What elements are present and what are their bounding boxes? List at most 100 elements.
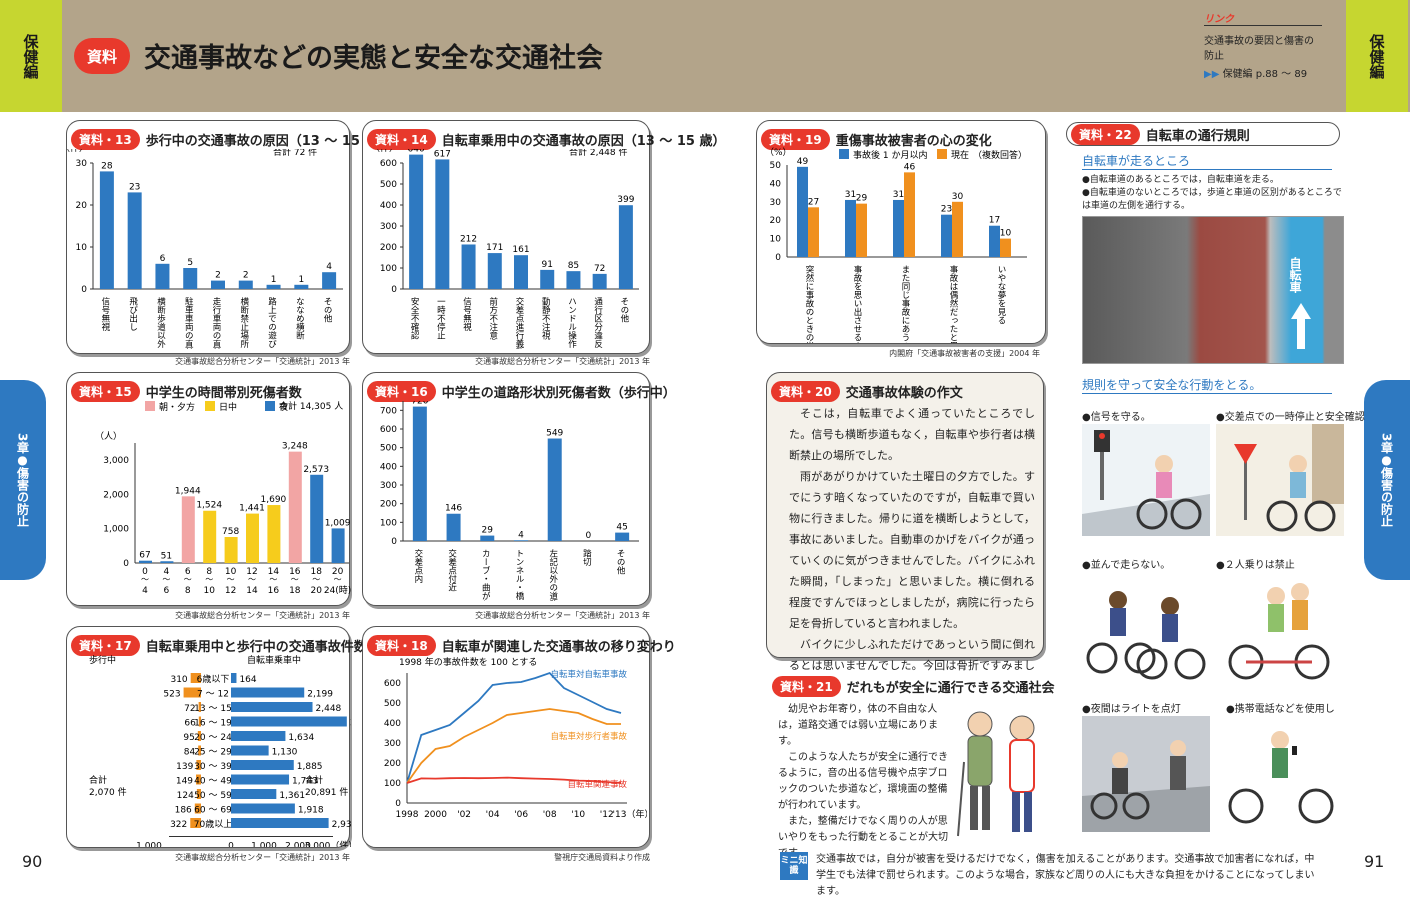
y-tick: 10 <box>770 235 782 245</box>
panel-number: 資料・20 <box>771 380 840 402</box>
bar <box>566 271 581 289</box>
bar-pedestrian <box>196 774 201 785</box>
data-label-left: 95 <box>183 733 194 743</box>
left-head: 歩行中 <box>89 654 116 666</box>
y-tick: 400 <box>384 719 401 729</box>
data-label: 2 <box>243 271 249 281</box>
bar-pedestrian <box>197 731 201 741</box>
bar <box>989 225 1000 257</box>
data-label: 91 <box>541 260 552 270</box>
data-label: 45 <box>616 523 627 533</box>
data-label: 23 <box>129 182 140 192</box>
data-label-left: 124 <box>177 791 194 801</box>
section-tab-left: 保健編 <box>0 0 62 112</box>
bar <box>592 273 607 289</box>
x-tick-bottom: 10 <box>203 586 215 596</box>
data-label: 2,573 <box>303 465 329 475</box>
bar <box>856 203 867 257</box>
bar <box>514 540 528 541</box>
category-label: その他 <box>322 297 332 323</box>
bar <box>952 201 963 257</box>
x-tick-bottom: 12 <box>225 586 236 596</box>
data-label: 3,248 <box>282 442 308 452</box>
x-tick-top: 12 <box>246 567 257 577</box>
x-tick-bottom: 18 <box>289 586 301 596</box>
right-total: 20,891 件 <box>305 786 348 798</box>
x-tick-top: 6 <box>185 567 191 577</box>
arrow-icon: ▶▶ <box>1204 69 1223 80</box>
data-label: 1,944 <box>175 486 201 496</box>
data-label: 1 <box>271 275 277 285</box>
x-tick-sep: 〜 <box>184 575 192 584</box>
illustration-phone <box>1216 716 1344 832</box>
panel-title: 自転車乗用中の交通事故の原因（13 〜 15 歳） <box>441 133 726 149</box>
source-19: 内閣府「交通事故被害者の支援」2004 年 <box>889 349 1040 358</box>
category-label: 事故は偶然だったと思う <box>948 264 958 343</box>
data-label-left: 139 <box>176 762 193 772</box>
bike-lane-photo: 自転車 <box>1082 216 1344 364</box>
bar <box>246 513 259 563</box>
y-tick: 500 <box>380 180 397 190</box>
bar <box>203 510 217 563</box>
panel-title: 自転車乗用中と歩行中の交通事故件数 <box>145 639 367 655</box>
series-label: 自転車関連事故 <box>567 779 627 790</box>
data-label: 161 <box>512 245 529 255</box>
legend-swatch <box>145 401 155 411</box>
x-tick-sep: 〜 <box>141 575 149 584</box>
y-tick: 0 <box>395 799 401 809</box>
x-tick: '04 <box>486 810 500 820</box>
legend-label: 事故後 1 か月以内 <box>853 149 927 161</box>
bar <box>181 496 195 563</box>
page-number-right: 91 <box>1364 852 1385 871</box>
unit-label: （人） <box>95 431 122 442</box>
series-line <box>406 776 622 784</box>
data-label: 617 <box>434 149 451 159</box>
bar <box>487 253 502 289</box>
panel-18: 資料・18 自転車が関連した交通事故の移り変わり 1998 年の事故件数を 100… <box>362 626 676 848</box>
data-label-right: 2,448 <box>316 704 342 714</box>
bar-bicycle <box>231 760 294 770</box>
bar-pedestrian <box>198 745 201 756</box>
bar-bicycle <box>231 702 313 712</box>
age-label: 6歳以下 <box>197 673 230 685</box>
panel-number: 資料・13 <box>71 128 140 150</box>
bar-pedestrian <box>198 716 201 727</box>
mini-knowledge-icon: ミニ知識 <box>780 852 808 880</box>
chapter-tab-left: 3章 ●傷害の防止 <box>0 380 46 580</box>
x-tick: 2,000 <box>285 842 311 848</box>
x-tick: '10 <box>571 810 585 820</box>
page-header: 保健編 保健編 資料 交通事故などの実態と安全な交通社会 リンク 交通事故の要因… <box>0 0 1410 112</box>
category-label: いやな夢を見る <box>996 265 1006 325</box>
bar-pedestrian <box>196 760 201 770</box>
x-tick-bottom: 14 <box>246 586 258 596</box>
x-tick: 2000 <box>424 810 447 820</box>
bar-bicycle <box>231 774 290 785</box>
x-tick-sep: 〜 <box>227 575 235 584</box>
material-badge: 資料 <box>74 38 130 74</box>
data-label-right: 164 <box>239 675 256 685</box>
bar <box>310 474 324 563</box>
caption-stop: ●交差点での一時停止と安全確認 <box>1216 412 1365 423</box>
link-ref[interactable]: ▶▶ 保健編 p.88 〜 89 <box>1204 69 1308 80</box>
age-label: 13 〜 15 <box>194 704 232 714</box>
category-label: 走行車両の直前後の横断 <box>211 297 221 349</box>
p22-bullet: ●自転車道のないところでは，歩道と車道の区別があるところでは車道の左側を通行する… <box>1082 188 1342 211</box>
left-total: 合計 <box>89 774 107 786</box>
y-tick: 200 <box>380 243 397 253</box>
panel-number: 資料・18 <box>367 634 436 656</box>
right-total: 合計 <box>305 774 323 786</box>
data-label: 67 <box>139 551 150 561</box>
x-tick-sep: 〜 <box>162 575 170 584</box>
data-label-left: 149 <box>176 777 193 787</box>
data-label: 28 <box>101 161 113 171</box>
category-label: 信号無視 <box>462 296 472 332</box>
source-18: 警視庁交通局資料より作成 <box>554 853 650 862</box>
bar <box>99 171 114 289</box>
y-tick: 0 <box>123 559 129 569</box>
x-tick-sep: 〜 <box>269 575 277 584</box>
left-total: 2,070 件 <box>89 786 127 798</box>
y-tick: 40 <box>770 179 782 189</box>
arrow-up-icon <box>1291 303 1311 319</box>
total-label: 合計 72 件 <box>273 149 317 158</box>
age-label: 30 〜 39 <box>194 762 232 772</box>
